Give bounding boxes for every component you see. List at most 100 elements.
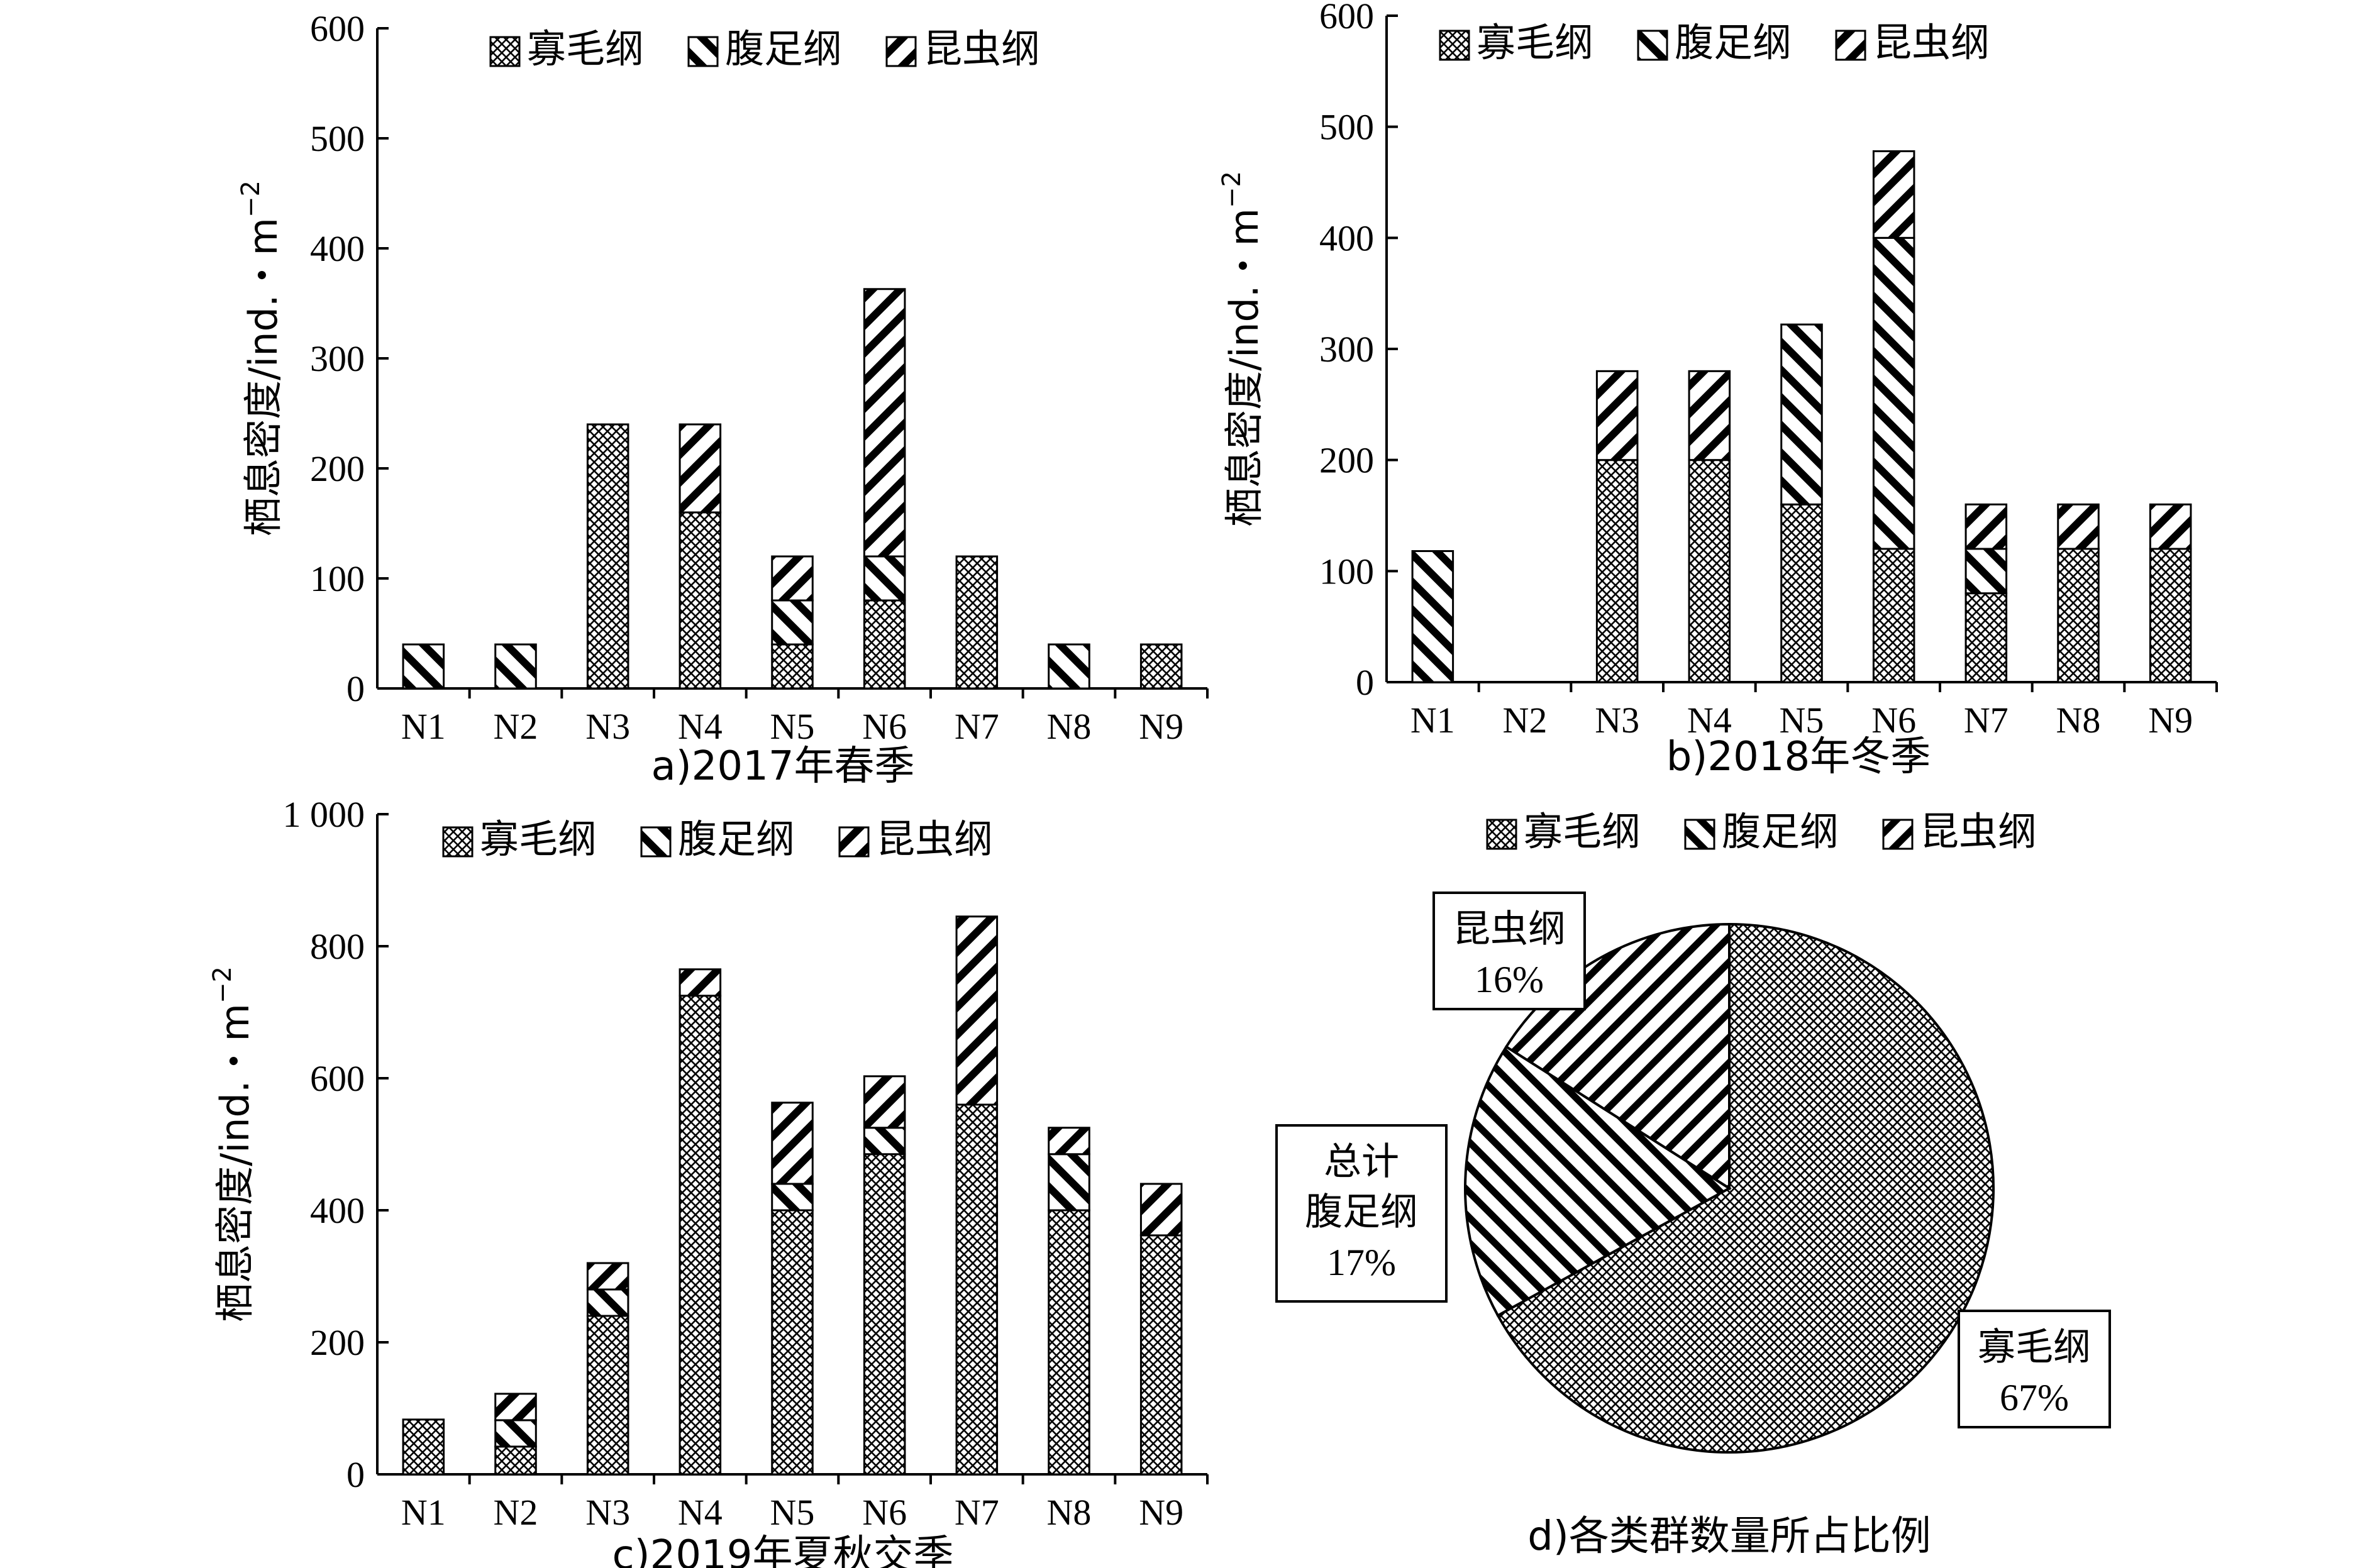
x-tick-label: N3 — [585, 706, 630, 747]
pie-label-gastropod-line-1: 腹足纲 — [1305, 1190, 1418, 1234]
x-tick-label: N5 — [770, 1492, 815, 1533]
legend-swatch-0 — [1439, 30, 1470, 61]
bar-N8-2 — [2057, 503, 2100, 550]
bar-N1-1 — [402, 643, 445, 690]
bar-N6-1 — [1872, 236, 1915, 550]
chart-caption: c)2019年夏秋交季 — [612, 1532, 953, 1568]
legend-label-0: 寡毛纲 — [480, 816, 597, 862]
y-axis-label: 栖息密度/ind.・m−2 — [236, 180, 286, 536]
bar-N8-1 — [1048, 1153, 1090, 1212]
bar-N9-0 — [1139, 643, 1183, 690]
y-tick-label: 0 — [346, 1454, 365, 1495]
y-tick-label: 400 — [1319, 218, 1374, 258]
bar-N9-0 — [2149, 548, 2192, 683]
pie-label-oligochaete-frame — [1958, 1310, 2111, 1428]
legend-swatch-2 — [1882, 819, 1914, 850]
bar-N6-0 — [863, 1153, 906, 1476]
bar-N8-0 — [2057, 548, 2100, 683]
y-tick-label: 500 — [1319, 107, 1374, 148]
pie-label-gastropod-line-0: 总计 — [1324, 1140, 1399, 1184]
legend-label-1: 腹足纲 — [725, 26, 842, 72]
bar-panel-2: 0 200 400 600 800 1 000 N1 N2 N3 N4 N5 N6 N7 N8 N9 c)20… — [208, 794, 1209, 1568]
x-tick-label: N2 — [494, 1492, 538, 1533]
bar-N6-2 — [1872, 150, 1915, 239]
bar-N5-1 — [771, 599, 814, 646]
bar-N2-0 — [494, 1445, 537, 1476]
x-tick-label: N5 — [1780, 700, 1824, 741]
chart-caption: d)各类群数量所占比例 — [1527, 1513, 1931, 1560]
legend: 寡毛纲 腹足纲 昆虫纲 — [442, 816, 993, 862]
bar-N1-0 — [402, 1418, 445, 1476]
y-tick-label: 800 — [310, 926, 365, 967]
legend: 寡毛纲 腹足纲 昆虫纲 — [489, 26, 1040, 72]
pie-label-insect: 昆虫纲 16% — [1432, 892, 1586, 1010]
bar-N4-0 — [679, 511, 722, 690]
y-tick-label: 500 — [310, 118, 365, 159]
bar-N6-1 — [863, 1127, 906, 1156]
bar-N4-2 — [1688, 370, 1731, 461]
bar-N6-0 — [863, 599, 906, 690]
x-tick-label: N8 — [1047, 706, 1092, 747]
x-tick-label: N7 — [955, 706, 999, 747]
y-tick-label: 200 — [310, 1322, 365, 1363]
bar-N4-2 — [679, 423, 722, 514]
legend-swatch-0 — [1486, 819, 1517, 850]
bar-N8-1 — [1048, 643, 1090, 690]
chart-caption: b)2018年冬季 — [1666, 734, 1931, 780]
legend: 寡毛纲 腹足纲 昆虫纲 — [1486, 809, 2037, 854]
legend-swatch-1 — [640, 826, 672, 858]
legend-label-2: 昆虫纲 — [1920, 809, 2037, 854]
x-tick-label: N5 — [770, 706, 815, 747]
bar-N5-2 — [771, 1101, 814, 1185]
pie-label-insect-frame — [1432, 892, 1586, 1010]
x-tick-label: N2 — [494, 706, 538, 747]
bar-N7-1 — [1964, 548, 2008, 595]
legend-label-1: 腹足纲 — [1722, 809, 1839, 854]
bar-N7-2 — [955, 915, 999, 1106]
bar-N5-0 — [1780, 503, 1823, 683]
bar-N8-2 — [1048, 1127, 1090, 1156]
chart-caption: a)2017年春季 — [651, 743, 914, 790]
bar-N3-2 — [586, 1262, 629, 1291]
x-tick-label: N8 — [2056, 700, 2101, 741]
bar-N3-0 — [586, 1315, 629, 1476]
bar-N2-1 — [494, 643, 537, 690]
legend-swatch-2 — [1835, 30, 1866, 61]
bar-N6-0 — [1872, 548, 1915, 683]
bar-N7-2 — [1964, 503, 2008, 550]
legend-swatch-2 — [885, 36, 917, 67]
pie-label-gastropod-frame — [1275, 1124, 1448, 1303]
y-tick-label: 200 — [1319, 440, 1374, 481]
legend-label-1: 腹足纲 — [678, 816, 795, 862]
y-axis-label: 栖息密度/ind.・m−2 — [208, 966, 258, 1322]
bar-N3-0 — [586, 423, 629, 690]
legend-label-0: 寡毛纲 — [1524, 809, 1641, 854]
x-tick-label: N4 — [1687, 700, 1732, 741]
pie-label-insect-line-1: 16% — [1475, 959, 1544, 1000]
pie-slice-0 — [1496, 922, 1995, 1454]
legend: 寡毛纲 腹足纲 昆虫纲 — [1439, 19, 1990, 65]
bar-N5-0 — [771, 643, 814, 690]
pie-slice-1 — [1464, 1045, 1732, 1318]
bar-N7-0 — [1964, 592, 2008, 683]
bar-N2-1 — [494, 1419, 537, 1448]
y-axis-label-superscript: −2 — [208, 966, 237, 1003]
legend-swatch-1 — [687, 36, 719, 67]
bar-N2-2 — [494, 1393, 537, 1422]
bar-N6-2 — [863, 1075, 906, 1129]
bar-N9-2 — [2149, 503, 2192, 550]
x-tick-label: N7 — [955, 1492, 999, 1533]
legend-swatch-1 — [1684, 819, 1715, 850]
pie-label-oligochaete-line-0: 寡毛纲 — [1978, 1325, 2091, 1369]
x-tick-label: N6 — [862, 706, 907, 747]
y-tick-label: 600 — [310, 1058, 365, 1099]
bar-panel-0: 0 100 200 300 400 500 600 N1 N2 N3 N4 N5 N6 N7 N8 N9 a)2… — [236, 8, 1209, 790]
x-tick-label: N9 — [2148, 700, 2193, 741]
bar-N6-2 — [863, 288, 906, 558]
bar-N8-0 — [1048, 1209, 1090, 1476]
y-tick-label: 400 — [310, 1190, 365, 1231]
legend-label-0: 寡毛纲 — [527, 26, 644, 72]
